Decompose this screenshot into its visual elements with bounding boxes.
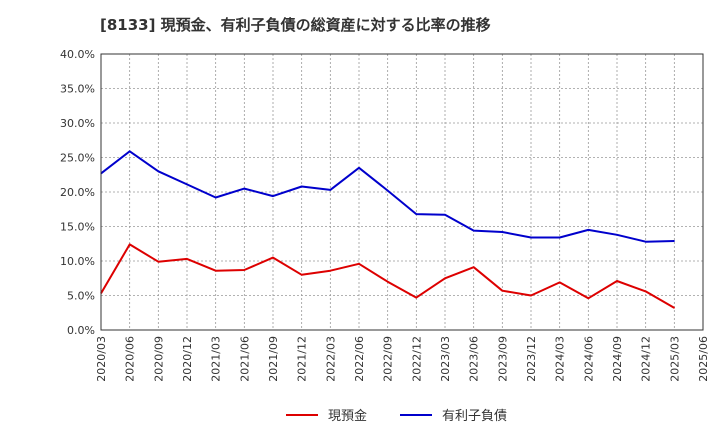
x-tick-label: 2021/03 [210, 336, 223, 382]
x-tick-label: 2022/09 [382, 336, 395, 382]
x-tick-label: 2023/03 [439, 336, 452, 382]
x-tick-label: 2021/12 [296, 336, 309, 382]
data-point-0 [501, 290, 503, 292]
x-tick-label: 2022/12 [410, 336, 423, 382]
x-tick-label: 2020/09 [152, 336, 165, 382]
data-point-1 [358, 167, 360, 169]
data-point-1 [673, 240, 675, 242]
y-tick-label: 20.0% [60, 186, 95, 199]
data-point-0 [673, 307, 675, 309]
data-point-0 [272, 256, 274, 259]
x-tick-label: 2025/06 [697, 336, 710, 382]
data-point-1 [530, 236, 532, 239]
data-point-1 [329, 189, 331, 191]
data-point-0 [444, 277, 446, 279]
data-point-1 [272, 195, 274, 197]
data-point-0 [157, 261, 159, 263]
y-tick-label: 30.0% [60, 117, 95, 130]
x-tick-label: 2021/06 [238, 336, 251, 382]
x-tick-label: 2021/09 [267, 336, 280, 382]
data-point-1 [387, 190, 389, 192]
data-point-1 [301, 185, 303, 188]
data-point-1 [616, 234, 618, 236]
y-tick-label: 15.0% [60, 221, 95, 234]
series-line-1 [100, 150, 675, 243]
data-point-0 [473, 266, 475, 268]
data-point-1 [157, 170, 159, 172]
data-point-0 [243, 269, 245, 271]
data-point-1 [559, 236, 561, 239]
y-tick-label: 10.0% [60, 255, 95, 268]
data-point-0 [616, 280, 618, 282]
x-axis-ticks: 2020/03 2020/06 2020/09 2020/12 2021/03 2021/… [95, 336, 710, 382]
x-tick-label: 2023/09 [496, 336, 509, 382]
data-point-0 [415, 296, 417, 299]
data-point-0 [530, 294, 532, 297]
x-tick-label: 2020/06 [124, 336, 137, 382]
data-point-0 [301, 274, 303, 276]
data-point-0 [387, 281, 389, 283]
y-axis-ticks: 0.0% 5.0% 10.0% 15.0% 20.0% 25.0% 30.0% 35.0% 40… [60, 48, 95, 337]
x-tick-label: 2022/06 [353, 336, 366, 382]
data-point-0 [329, 270, 331, 272]
y-tick-label: 5.0% [67, 290, 95, 303]
y-tick-label: 40.0% [60, 48, 95, 61]
data-point-0 [358, 263, 360, 265]
x-tick-label: 2023/12 [525, 336, 538, 382]
x-tick-label: 2024/03 [554, 336, 567, 382]
x-tick-label: 2023/06 [468, 336, 481, 382]
data-point-0 [215, 270, 217, 272]
y-tick-label: 35.0% [60, 83, 95, 96]
x-tick-label: 2020/03 [95, 336, 108, 382]
x-tick-label: 2020/12 [181, 336, 194, 382]
y-tick-label: 0.0% [67, 324, 95, 337]
y-tick-label: 25.0% [60, 152, 95, 165]
data-point-0 [129, 243, 131, 246]
chart-title: [8133] 現預金、有利子負債の総資産に対する比率の推移 [100, 16, 491, 34]
data-point-0 [645, 290, 647, 292]
series-lines [100, 150, 675, 309]
data-point-1 [587, 229, 589, 231]
data-point-1 [473, 230, 475, 232]
data-point-1 [415, 213, 417, 215]
legend-label-1: 有利子負債 [442, 409, 507, 424]
data-point-1 [501, 231, 503, 233]
data-point-1 [444, 214, 446, 216]
x-tick-label: 2024/06 [582, 336, 595, 382]
x-tick-label: 2022/03 [324, 336, 337, 382]
plot-frame [100, 53, 704, 331]
x-tick-label: 2024/09 [611, 336, 624, 382]
x-tick-label: 2025/03 [668, 336, 681, 382]
data-point-1 [243, 187, 245, 190]
data-point-0 [559, 281, 561, 283]
x-tick-label: 2024/12 [640, 336, 653, 382]
data-point-0 [186, 258, 188, 260]
data-point-1 [215, 196, 217, 199]
legend: 現預金 有利子負債 [286, 408, 507, 424]
data-point-0 [587, 297, 589, 299]
data-point-1 [186, 183, 188, 186]
data-point-1 [129, 150, 131, 152]
data-point-1 [645, 241, 647, 243]
legend-label-0: 現預金 [328, 408, 367, 424]
